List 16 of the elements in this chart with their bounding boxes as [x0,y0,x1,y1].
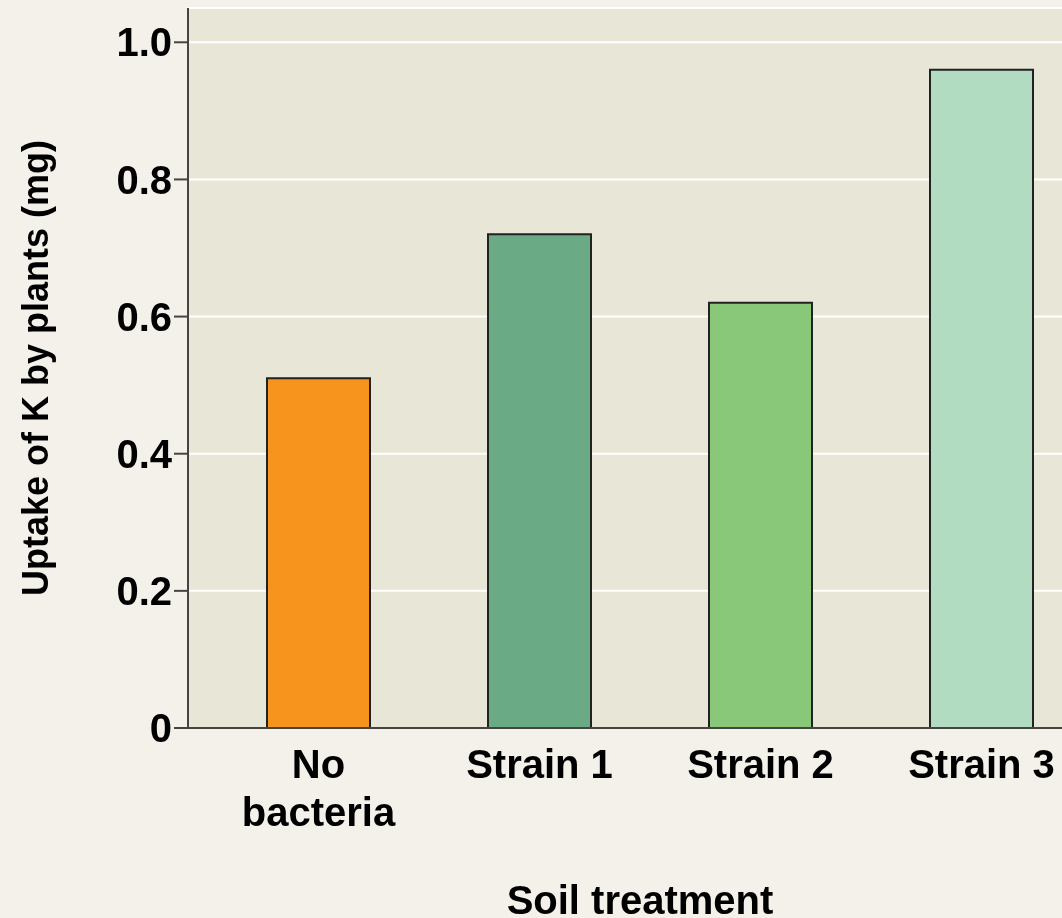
y-tick-label: 0.6 [116,294,172,339]
y-tick-label: 0.2 [116,569,172,614]
y-axis-title: Uptake of K by plants (mg) [15,139,56,597]
bar [929,68,1034,728]
bar [266,377,371,728]
y-tick-label: 0 [149,706,172,751]
y-tick-label: 1.0 [116,20,172,65]
x-tick-label: Strain 2 [687,742,834,786]
y-tick-label: 0.8 [116,157,172,202]
bar [487,233,592,728]
x-tick-label: No bacteria [241,742,396,834]
x-axis-title: Soil treatment [506,878,774,918]
y-tick-label: 0.4 [116,431,173,476]
x-tick-label: Strain 3 [908,742,1055,786]
x-tick-label: Strain 1 [466,742,613,786]
bar [708,301,813,728]
